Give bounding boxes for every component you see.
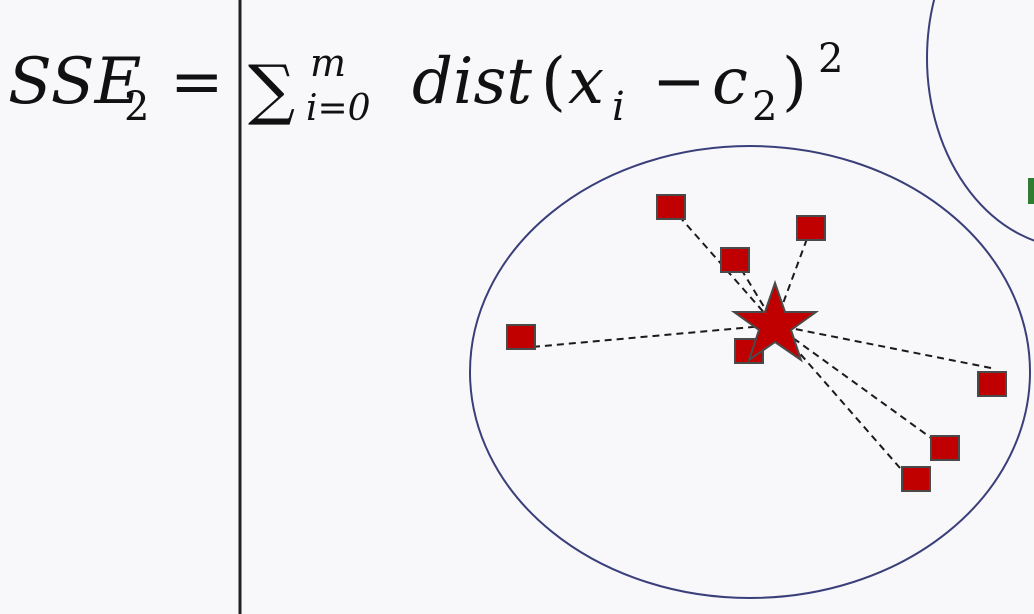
- square-icon: [901, 466, 931, 492]
- square-icon: [720, 247, 750, 273]
- formula-x-sub: i: [612, 84, 625, 130]
- formula-c-sub: 2: [752, 84, 777, 130]
- sse-formula: SSE 2 = ∑ m i=0 dist ( x i − c 2 ) 2: [8, 36, 843, 130]
- formula-sum: ∑: [248, 51, 295, 128]
- formula-close-paren: ): [782, 45, 807, 119]
- data-points: [506, 194, 1007, 492]
- square-icon: [656, 194, 686, 220]
- neighbor-cluster-outline: [926, 0, 1034, 242]
- distance-line: [774, 324, 992, 369]
- formula-c: c: [712, 45, 748, 119]
- formula-minus: −: [652, 45, 706, 119]
- formula-x: x: [568, 45, 604, 119]
- square-icon: [930, 435, 960, 461]
- square-icon: [506, 324, 536, 350]
- formula-exponent: 2: [818, 36, 843, 82]
- square-icon: [796, 215, 826, 241]
- distance-line: [520, 324, 776, 349]
- formula-lhs: SSE: [8, 45, 141, 119]
- formula-func: dist: [412, 45, 532, 119]
- distance-line: [774, 324, 946, 449]
- neighbor-point-partial: [1028, 178, 1034, 204]
- formula-sum-upper: m: [310, 41, 346, 85]
- square-icon: [977, 371, 1007, 397]
- formula-sum-lower: i=0: [306, 88, 371, 129]
- formula-lhs-sub: 2: [124, 84, 149, 130]
- cluster-outline: [469, 145, 1031, 599]
- formula-equals: =: [170, 45, 224, 119]
- formula-open-paren: (: [541, 45, 566, 119]
- star-icon: [730, 279, 820, 363]
